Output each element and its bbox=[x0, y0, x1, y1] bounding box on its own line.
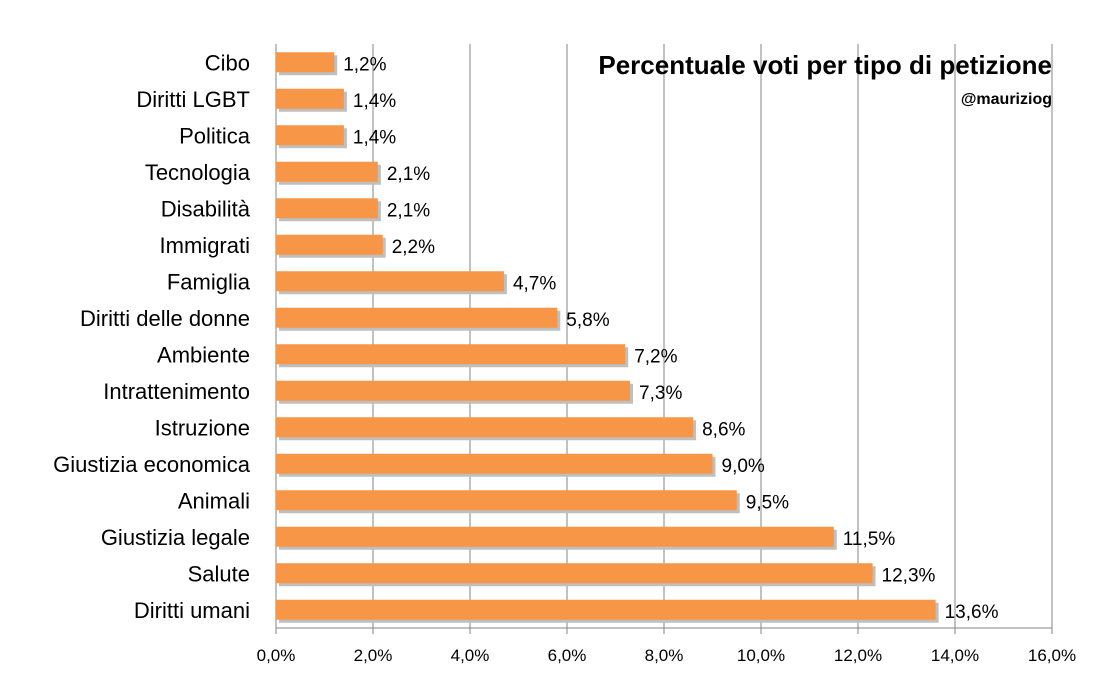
category-label: Ambiente bbox=[157, 342, 250, 367]
data-label: 8,6% bbox=[702, 419, 745, 440]
x-tick-label: 10,0% bbox=[737, 646, 785, 665]
category-label: Disabilità bbox=[161, 196, 251, 221]
bar bbox=[276, 453, 713, 474]
x-tick-label: 14,0% bbox=[931, 646, 979, 665]
chart-credit: @mauriziog bbox=[961, 91, 1052, 108]
data-label: 7,2% bbox=[634, 346, 677, 367]
bar bbox=[276, 271, 504, 292]
bar bbox=[276, 234, 383, 255]
category-label: Salute bbox=[188, 561, 250, 586]
data-label: 2,1% bbox=[387, 164, 430, 185]
x-tick-label: 12,0% bbox=[834, 646, 882, 665]
bar bbox=[276, 599, 936, 620]
data-label: 12,3% bbox=[882, 565, 936, 586]
bar bbox=[276, 161, 378, 182]
category-labels: Cibo Diritti LGBT Politica Tecnologia Disabi… bbox=[53, 50, 251, 623]
data-label: 1,2% bbox=[343, 54, 386, 75]
category-label: Diritti LGBT bbox=[136, 87, 250, 112]
bar bbox=[276, 380, 631, 401]
category-label: Giustizia legale bbox=[101, 525, 250, 550]
data-label: 13,6% bbox=[945, 602, 999, 623]
bar bbox=[276, 307, 558, 328]
data-label: 5,8% bbox=[566, 310, 609, 331]
bar bbox=[276, 344, 626, 365]
bar bbox=[276, 417, 694, 438]
bar bbox=[276, 88, 344, 109]
bar bbox=[276, 526, 834, 547]
category-label: Immigrati bbox=[160, 233, 250, 258]
x-tick-label: 16,0% bbox=[1028, 646, 1076, 665]
data-label: 11,5% bbox=[843, 529, 896, 550]
bar bbox=[276, 125, 344, 146]
x-tick-label: 6,0% bbox=[548, 646, 587, 665]
category-label: Intrattenimento bbox=[103, 379, 250, 404]
category-label: Diritti umani bbox=[134, 598, 250, 623]
chart-title: Percentuale voti per tipo di petizione bbox=[598, 50, 1052, 80]
x-tick-label: 2,0% bbox=[354, 646, 393, 665]
category-label: Animali bbox=[178, 488, 250, 513]
category-label: Tecnologia bbox=[145, 160, 251, 185]
data-label: 1,4% bbox=[353, 127, 396, 148]
category-label: Famiglia bbox=[167, 269, 251, 294]
bar bbox=[276, 52, 335, 73]
category-label: Diritti delle donne bbox=[80, 306, 250, 331]
bar bbox=[276, 563, 873, 584]
data-label: 9,5% bbox=[746, 492, 789, 513]
bar bbox=[276, 198, 378, 219]
data-label: 7,3% bbox=[639, 383, 682, 404]
value-labels: 1,2% 1,4% 1,4% 2,1% 2,1% 2,2% 4,7% 5,8% 7,2% 7,3%… bbox=[343, 54, 998, 623]
x-tick-label: 4,0% bbox=[451, 646, 490, 665]
data-label: 1,4% bbox=[353, 91, 396, 112]
category-label: Politica bbox=[179, 123, 251, 148]
data-label: 4,7% bbox=[513, 273, 556, 294]
bars bbox=[276, 52, 939, 623]
gridlines bbox=[275, 44, 1053, 634]
data-label: 9,0% bbox=[722, 456, 765, 477]
data-label: 2,2% bbox=[392, 237, 435, 258]
category-label: Giustizia economica bbox=[53, 452, 251, 477]
data-label: 2,1% bbox=[387, 200, 430, 221]
x-tick-label: 0,0% bbox=[257, 646, 296, 665]
category-label: Istruzione bbox=[155, 415, 250, 440]
bar bbox=[276, 490, 737, 511]
x-axis-tick-labels: 0,0% 2,0% 4,0% 6,0% 8,0% 10,0% 12,0% 14,0% 16,0% bbox=[257, 646, 1076, 665]
x-tick-label: 8,0% bbox=[645, 646, 684, 665]
category-label: Cibo bbox=[205, 50, 250, 75]
